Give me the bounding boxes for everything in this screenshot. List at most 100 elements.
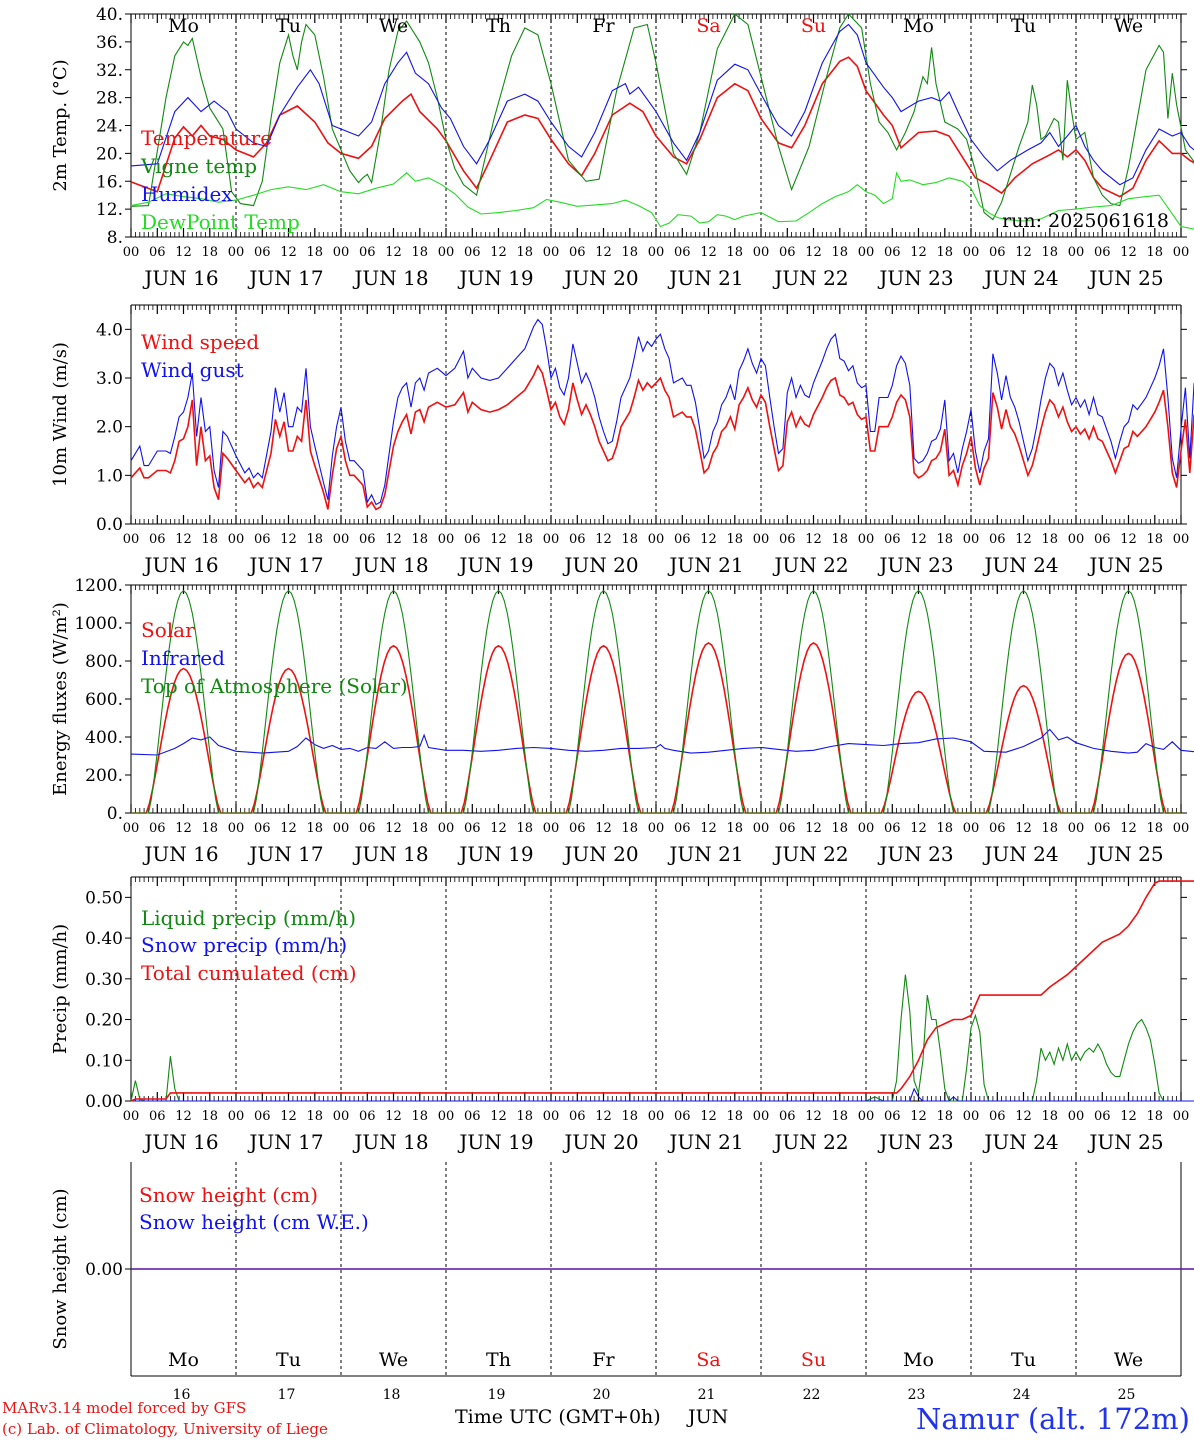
y-tick-label: 40. (96, 5, 123, 25)
hour-tick-label: 00 (228, 1109, 245, 1124)
y-tick-label: 0.50 (85, 888, 123, 908)
day-name: Tu (1011, 1349, 1036, 1371)
hour-tick-label: 18 (726, 1109, 743, 1124)
legend-entry: Top of Atmosphere (Solar) (141, 674, 408, 698)
legend-entry: Snow height (cm W.E.) (139, 1210, 369, 1234)
hour-tick-label: 18 (726, 532, 743, 547)
legend-entry: Snow precip (mm/h) (141, 933, 347, 957)
day-name: Fr (592, 15, 615, 37)
date-label: JUN 25 (1087, 553, 1163, 577)
day-name: Tu (276, 15, 301, 37)
day-name: We (1114, 1349, 1143, 1371)
hour-tick-label: 00 (963, 821, 980, 836)
hour-tick-label: 18 (831, 1109, 848, 1124)
day-name: We (1114, 15, 1143, 37)
series-line-blue (130, 23, 1194, 186)
date-label: JUN 23 (877, 842, 953, 866)
date-label: JUN 25 (1087, 1130, 1163, 1154)
date-label: JUN 23 (877, 553, 953, 577)
hour-tick-label: 12 (490, 245, 507, 260)
day-name: We (379, 1349, 408, 1371)
hour-tick-label: 12 (385, 821, 402, 836)
hour-tick-label: 18 (1041, 821, 1058, 836)
hour-tick-label: 00 (123, 1109, 140, 1124)
hour-tick-label: 06 (569, 245, 586, 260)
y-tick-label: 400. (85, 728, 123, 748)
hour-tick-label: 00 (543, 245, 560, 260)
hour-tick-label: 06 (884, 532, 901, 547)
hour-tick-label: 00 (648, 1109, 665, 1124)
hour-tick-label: 12 (805, 532, 822, 547)
y-tick-label: 1.0 (96, 466, 123, 486)
day-name: Tu (1011, 15, 1036, 37)
y-tick-label: 12. (96, 200, 123, 220)
major-tick-marks (130, 585, 1182, 813)
hour-tick-label: 18 (1146, 821, 1163, 836)
date-label: JUN 24 (982, 842, 1058, 866)
hour-tick-label: 12 (385, 1109, 402, 1124)
date-label: JUN 24 (982, 266, 1058, 290)
date-label: JUN 18 (352, 553, 428, 577)
hour-tick-label: 06 (779, 532, 796, 547)
series-line-red (130, 56, 1194, 198)
hour-tick-label: 18 (1146, 245, 1163, 260)
hour-tick-label: 06 (989, 245, 1006, 260)
hour-tick-label: 06 (254, 1109, 271, 1124)
hour-tick-label: 12 (700, 532, 717, 547)
hour-tick-label: 00 (438, 821, 455, 836)
day-name: Mo (168, 1349, 199, 1371)
hour-tick-label: 06 (569, 821, 586, 836)
hour-tick-label: 06 (359, 821, 376, 836)
hour-tick-label: 00 (1173, 1109, 1190, 1124)
y-axis-label: Snow height (cm) (50, 1188, 71, 1349)
date-label: JUN 21 (667, 1130, 743, 1154)
hour-tick-label: 12 (1120, 245, 1137, 260)
day-name: Sa (696, 15, 720, 37)
hour-tick-label: 18 (516, 1109, 533, 1124)
hour-tick-label: 18 (411, 1109, 428, 1124)
date-label: JUN 18 (352, 842, 428, 866)
y-tick-label: 800. (85, 652, 123, 672)
panel-2: 0.0 1.0 2.0 3.0 4.0 10m Wind (m/s) 00 06 12 18 00 0… (50, 304, 1194, 577)
hour-tick-label: 18 (621, 245, 638, 260)
y-tick-label: 0.00 (85, 1092, 123, 1112)
hour-tick-label: 12 (595, 245, 612, 260)
hour-tick-label: 06 (359, 1109, 376, 1124)
hour-tick-label: 06 (674, 532, 691, 547)
hour-tick-label: 00 (123, 821, 140, 836)
y-tick-label: 28. (96, 89, 123, 109)
hour-tick-label: 00 (648, 821, 665, 836)
day-number: 23 (908, 1387, 926, 1403)
hour-tick-label: 06 (464, 821, 481, 836)
y-tick-label: 20. (96, 144, 123, 164)
date-label: JUN 16 (142, 842, 218, 866)
hour-tick-label: 12 (910, 245, 927, 260)
date-label: JUN 22 (772, 842, 848, 866)
hour-tick-label: 00 (543, 532, 560, 547)
hour-tick-label: 00 (228, 821, 245, 836)
day-number: 24 (1013, 1387, 1031, 1403)
hour-tick-label: 00 (333, 532, 350, 547)
hour-tick-label: 06 (569, 1109, 586, 1124)
day-number: 16 (173, 1387, 191, 1403)
hour-tick-label: 00 (1173, 532, 1190, 547)
hour-tick-label: 12 (1015, 1109, 1032, 1124)
hour-tick-label: 00 (753, 532, 770, 547)
date-label: JUN 16 (142, 553, 218, 577)
series-line-green (130, 13, 1194, 221)
day-name: Th (486, 1349, 511, 1371)
hour-tick-label: 00 (963, 532, 980, 547)
hour-tick-label: 00 (123, 532, 140, 547)
hour-tick-label: 00 (1068, 532, 1085, 547)
hour-tick-label: 06 (359, 245, 376, 260)
minor-tick-marks (135, 585, 1177, 813)
hour-tick-label: 06 (359, 532, 376, 547)
hour-tick-label: 00 (1068, 245, 1085, 260)
hour-tick-label: 18 (1146, 532, 1163, 547)
date-label: JUN 25 (1087, 842, 1163, 866)
hour-tick-label: 12 (700, 821, 717, 836)
hour-tick-label: 06 (674, 821, 691, 836)
y-tick-label: 3.0 (96, 369, 123, 389)
date-label: JUN 18 (352, 266, 428, 290)
hour-tick-label: 00 (543, 1109, 560, 1124)
